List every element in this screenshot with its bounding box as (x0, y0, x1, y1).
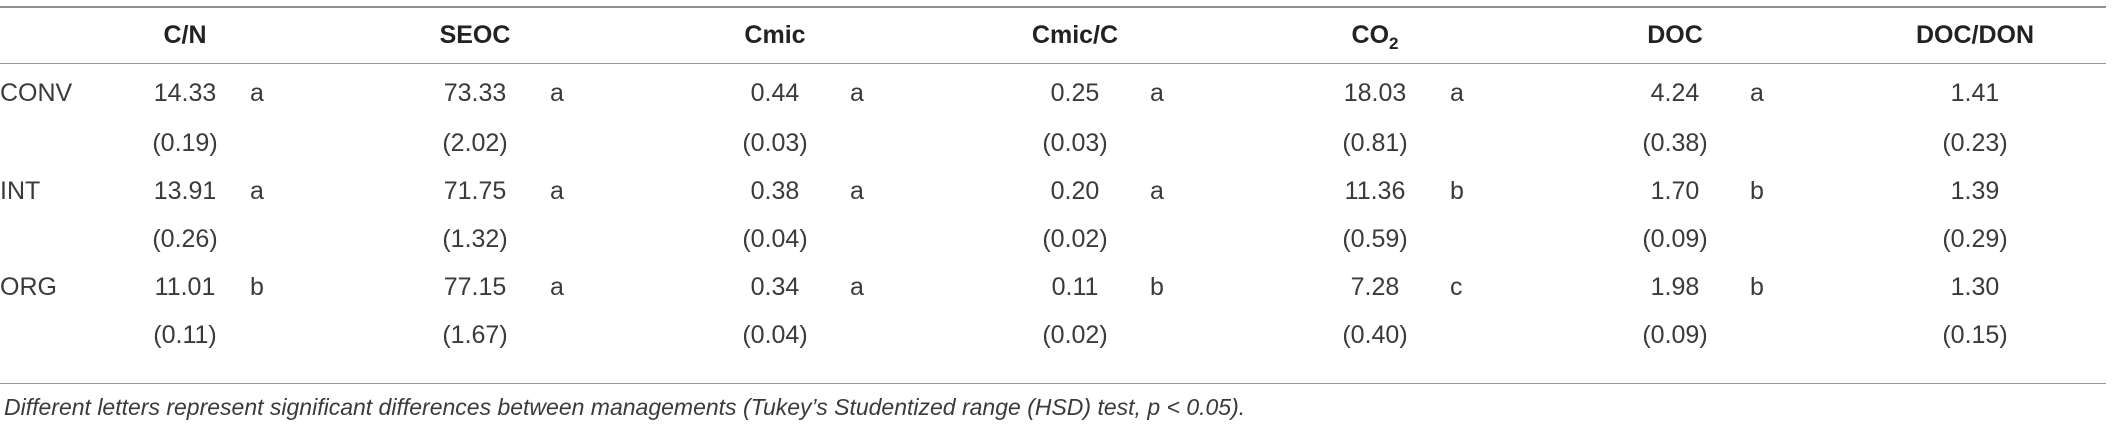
row-label: ORG (0, 272, 57, 301)
row-label: INT (0, 176, 41, 205)
header-co2: CO2 (1300, 8, 1450, 63)
value-cell: 0.44 (750, 78, 800, 107)
value-cell: 4.24 (1650, 78, 1700, 107)
sd-cell: (0.04) (742, 320, 808, 349)
letter-cell: a (850, 272, 864, 301)
value-cell: 11.01 (154, 272, 216, 301)
value-cell: 11.36 (1344, 176, 1406, 205)
letter-cell: a (550, 176, 564, 205)
header-seoc: SEOC (439, 21, 511, 49)
sd-cell: (0.02) (1042, 224, 1108, 253)
header-cmic: Cmic (744, 21, 806, 49)
row-label: CONV (0, 78, 73, 107)
sd-cell: (0.26) (152, 224, 218, 253)
table-header-rule (0, 63, 2106, 64)
letter-cell: b (1150, 272, 1164, 301)
sd-cell: (0.23) (1942, 128, 2008, 157)
letter-cell: c (1450, 272, 1463, 301)
table-row-int-sd: (0.26) (1.32) (0.04) (0.02) (0.59) (0.09… (0, 215, 2117, 263)
sd-cell: (0.40) (1342, 320, 1408, 349)
letter-cell: a (2050, 63, 2117, 119)
value-cell: 0.38 (750, 176, 800, 205)
table-footnote: Different letters represent significant … (4, 394, 1246, 420)
letter-cell: a (550, 272, 564, 301)
value-cell: 1.41 (1950, 78, 2000, 107)
value-cell: 13.91 (153, 176, 217, 205)
value-cell: 0.25 (1050, 78, 1100, 107)
table-row-conv: CONV 14.33 a 73.33 a 0.44 a 0.25 a 18.03 a 4.… (0, 63, 2117, 119)
data-table: C/N SEOC Cmic Cmic/C CO2 DOC DOC/DON CON… (0, 8, 2117, 359)
value-cell: 73.33 (443, 78, 507, 107)
letter-cell: a (850, 78, 864, 107)
header-doc-don: DOC/DON (1915, 21, 2035, 49)
header-doc: DOC (1647, 21, 1703, 49)
value-cell: 14.33 (153, 78, 217, 107)
letter-cell: a (1750, 78, 1764, 107)
letter-cell: a (550, 78, 564, 107)
letter-cell: a (1150, 176, 1164, 205)
sd-cell: (0.09) (1642, 320, 1708, 349)
value-cell: 77.15 (443, 272, 507, 301)
header-co2-subscript: 2 (1389, 34, 1399, 53)
letter-cell: a (1450, 78, 1464, 107)
letter-cell: b (1450, 176, 1464, 205)
letter-cell: a (2050, 167, 2117, 215)
table-row-org-sd: (0.11) (1.67) (0.04) (0.02) (0.40) (0.09… (0, 311, 2117, 359)
sd-cell: (0.03) (742, 128, 808, 157)
sd-cell: (0.09) (1642, 224, 1708, 253)
sd-cell: (0.03) (1042, 128, 1108, 157)
value-cell: 1.98 (1650, 272, 1700, 301)
value-cell: 0.11 (1051, 272, 1099, 301)
header-c-n: C/N (163, 21, 207, 49)
sd-cell: (0.19) (152, 128, 218, 157)
letter-cell: b (1750, 272, 1764, 301)
table-row-conv-sd: (0.19) (2.02) (0.03) (0.03) (0.81) (0.38… (0, 119, 2117, 167)
letter-cell: a (850, 176, 864, 205)
table-row-org: ORG 11.01 b 77.15 a 0.34 a 0.11 b 7.28 c 1.98… (0, 263, 2117, 311)
sd-cell: (0.04) (742, 224, 808, 253)
header-row: C/N SEOC Cmic Cmic/C CO2 DOC DOC/DON (0, 8, 2117, 63)
letter-cell: a (250, 78, 264, 107)
value-cell: 7.28 (1350, 272, 1400, 301)
value-cell: 0.34 (750, 272, 800, 301)
sd-cell: (2.02) (442, 128, 508, 157)
sd-cell: (1.32) (442, 224, 508, 253)
value-cell: 1.70 (1650, 176, 1700, 205)
sd-cell: (0.15) (1942, 320, 2008, 349)
letter-cell: b (1750, 176, 1764, 205)
value-cell: 71.75 (443, 176, 507, 205)
header-row-label-cell (0, 8, 120, 63)
header-co2-text: CO (1351, 21, 1390, 49)
sd-cell: (0.59) (1342, 224, 1408, 253)
sd-cell: (0.29) (1942, 224, 2008, 253)
sd-cell: (1.67) (442, 320, 508, 349)
sd-cell: (0.38) (1642, 128, 1708, 157)
letter-cell: a (1150, 78, 1164, 107)
letter-cell: b (250, 272, 264, 301)
value-cell: 1.39 (1950, 176, 2000, 205)
table-bottom-rule (0, 383, 2106, 384)
sd-cell: (0.02) (1042, 320, 1108, 349)
sd-cell: (0.11) (153, 320, 217, 349)
letter-cell: a (250, 176, 264, 205)
value-cell: 18.03 (1343, 78, 1407, 107)
table-top-rule (0, 6, 2106, 8)
value-cell: 1.30 (1950, 272, 2000, 301)
table-row-int: INT 13.91 a 71.75 a 0.38 a 0.20 a 11.36 b 1.7… (0, 167, 2117, 215)
header-cmic-c: Cmic/C (1031, 21, 1119, 49)
value-cell: 0.20 (1050, 176, 1100, 205)
sd-cell: (0.81) (1342, 128, 1408, 157)
letter-cell: a (2050, 263, 2117, 311)
